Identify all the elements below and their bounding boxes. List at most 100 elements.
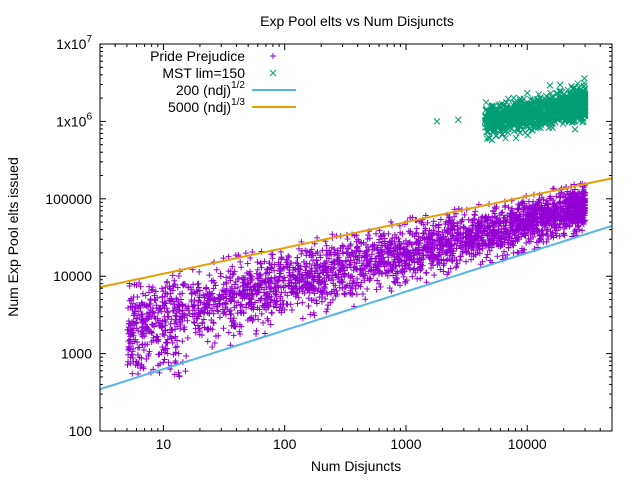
data-point: [233, 302, 240, 309]
data-point: [466, 251, 473, 258]
data-point: [342, 257, 349, 264]
data-point: [146, 283, 153, 290]
data-point: [285, 269, 292, 276]
data-point: [140, 346, 147, 353]
data-point: [349, 283, 356, 290]
data-point: [130, 332, 137, 339]
data-point: [502, 134, 509, 142]
data-point: [160, 359, 167, 366]
data-point: [214, 307, 221, 314]
data-point: [581, 94, 589, 102]
data-point: [576, 189, 583, 196]
data-point: [436, 260, 443, 267]
data-point: [505, 244, 512, 251]
data-point: [199, 332, 206, 339]
data-point: [470, 253, 477, 260]
data-point: [283, 301, 290, 308]
data-point: [454, 260, 461, 267]
data-point: [502, 234, 509, 241]
data-point: [146, 348, 153, 355]
data-point: [376, 280, 383, 287]
data-point: [310, 309, 317, 316]
data-point: [403, 277, 410, 284]
data-point: [227, 287, 234, 294]
data-point: [182, 303, 189, 310]
data-point: [147, 297, 154, 304]
data-point: [203, 285, 210, 292]
data-point: [474, 233, 481, 240]
data-point: [486, 135, 493, 142]
data-point: [500, 222, 507, 229]
data-point: [328, 288, 335, 295]
data-point: [140, 327, 147, 334]
data-point: [519, 247, 526, 254]
data-point: [252, 281, 259, 288]
data-point: [413, 229, 420, 236]
data-point: [279, 277, 286, 284]
data-point: [389, 235, 396, 242]
data-point: [491, 230, 498, 237]
data-point: [417, 267, 424, 274]
data-point: [329, 272, 336, 279]
data-point: [511, 229, 518, 236]
data-point: [152, 315, 159, 322]
data-point: [447, 243, 454, 250]
data-point: [131, 312, 138, 319]
data-point: [569, 200, 576, 207]
data-point: [568, 210, 575, 217]
data-point: [447, 265, 454, 272]
data-point: [191, 297, 198, 304]
data-point: [478, 237, 485, 244]
data-point: [125, 351, 132, 358]
data-point: [437, 216, 444, 223]
data-point: [196, 268, 203, 275]
data-point: [271, 261, 278, 268]
x-tick-label: 10000: [508, 436, 547, 452]
data-point: [127, 360, 134, 367]
data-point: [135, 308, 142, 315]
data-point: [169, 339, 176, 346]
data-point: [373, 286, 380, 293]
data-point: [234, 284, 241, 291]
data-point: [129, 370, 136, 377]
data-point: [453, 256, 460, 263]
data-point: [220, 281, 227, 288]
data-point: [433, 118, 441, 125]
data-point: [349, 273, 356, 280]
data-point: [523, 222, 530, 229]
data-point: [482, 213, 489, 220]
data-point: [525, 198, 532, 205]
data-point: [159, 343, 166, 350]
data-point: [571, 126, 579, 133]
data-point: [580, 196, 587, 203]
data-point: [482, 113, 489, 121]
data-point: [514, 206, 521, 213]
data-point: [426, 255, 433, 262]
data-point: [150, 309, 157, 316]
data-point: [410, 250, 417, 257]
data-point: [417, 275, 424, 282]
data-point: [130, 300, 137, 307]
data-point: [217, 273, 224, 280]
data-point: [287, 273, 294, 280]
data-point: [225, 253, 232, 260]
data-point: [347, 257, 354, 264]
data-point: [266, 293, 273, 300]
data-point: [388, 288, 395, 295]
data-point: [415, 258, 422, 265]
data-point: [557, 194, 564, 201]
series-pride-prejudice: [124, 180, 589, 380]
series-line: [100, 177, 612, 289]
data-point: [403, 265, 410, 272]
data-point: [545, 106, 552, 114]
data-point: [446, 239, 453, 246]
data-point: [334, 261, 341, 268]
data-point: [550, 203, 557, 210]
data-point: [308, 254, 315, 261]
data-point: [541, 95, 549, 103]
data-point: [281, 306, 288, 313]
data-point: [521, 200, 528, 207]
data-point: [336, 257, 343, 264]
data-point: [461, 211, 468, 218]
data-point: [209, 305, 216, 312]
